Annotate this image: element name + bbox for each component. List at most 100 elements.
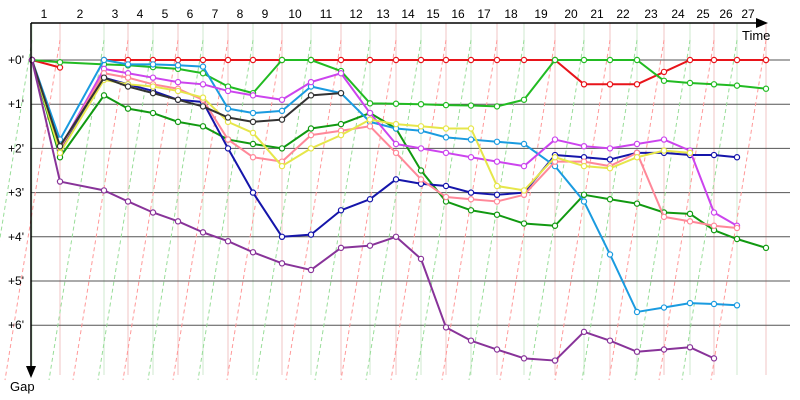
data-point bbox=[580, 81, 588, 88]
data-point bbox=[392, 140, 400, 148]
data-point bbox=[417, 123, 425, 130]
data-point bbox=[417, 167, 425, 174]
data-point bbox=[551, 154, 559, 161]
data-point bbox=[392, 149, 400, 157]
diagonal-guide-line bbox=[634, 39, 691, 381]
x-tick-label: 3 bbox=[112, 7, 119, 21]
data-point bbox=[366, 123, 374, 130]
data-point bbox=[660, 304, 668, 311]
data-point bbox=[174, 78, 182, 86]
data-point bbox=[417, 255, 425, 263]
data-point bbox=[56, 142, 64, 150]
data-point bbox=[520, 187, 528, 194]
data-point bbox=[149, 209, 157, 216]
data-point bbox=[493, 211, 501, 218]
diagonal-guide-line bbox=[314, 39, 371, 381]
diagonal-guide-line bbox=[554, 39, 611, 381]
data-point bbox=[199, 81, 207, 88]
data-point bbox=[224, 114, 232, 121]
x-tick-label: 24 bbox=[671, 7, 685, 21]
data-point bbox=[686, 210, 694, 218]
data-point bbox=[551, 136, 559, 143]
data-point bbox=[149, 83, 157, 90]
data-point bbox=[442, 125, 450, 132]
data-point bbox=[520, 220, 528, 227]
x-tick-label: 13 bbox=[376, 7, 390, 21]
data-point bbox=[224, 105, 232, 112]
x-tick-label: 12 bbox=[349, 7, 363, 21]
data-point bbox=[762, 85, 770, 92]
data-point bbox=[686, 149, 694, 157]
diagonal-guide-line bbox=[97, 39, 154, 381]
data-point bbox=[442, 134, 450, 141]
series-11 bbox=[28, 56, 718, 364]
data-point bbox=[124, 83, 132, 90]
data-point bbox=[337, 89, 345, 97]
data-point bbox=[124, 61, 132, 68]
data-point bbox=[493, 103, 501, 110]
x-tick-label: 20 bbox=[564, 7, 578, 21]
data-point bbox=[174, 56, 182, 64]
x-tick-label: 17 bbox=[477, 7, 491, 21]
diagonal-guide-line bbox=[172, 39, 229, 381]
series-2 bbox=[100, 56, 770, 88]
data-point bbox=[493, 158, 501, 165]
data-point bbox=[493, 346, 501, 353]
data-point bbox=[710, 355, 718, 362]
data-point bbox=[249, 109, 257, 117]
data-point bbox=[467, 125, 475, 132]
data-point bbox=[686, 218, 694, 225]
data-point bbox=[28, 56, 36, 64]
data-point bbox=[633, 56, 641, 64]
data-point bbox=[56, 64, 64, 71]
data-point bbox=[710, 151, 718, 159]
y-tick-label: +4' bbox=[8, 230, 24, 244]
data-point bbox=[442, 101, 450, 109]
data-point bbox=[307, 131, 315, 139]
data-point bbox=[366, 196, 374, 203]
data-point bbox=[467, 189, 475, 196]
data-point bbox=[124, 105, 132, 112]
x-axis-title: Time bbox=[742, 28, 770, 43]
data-point bbox=[660, 213, 668, 221]
x-tick-label: 9 bbox=[262, 7, 269, 21]
x-tick-label: 21 bbox=[590, 7, 604, 21]
data-point bbox=[307, 92, 315, 99]
series-line bbox=[31, 59, 767, 108]
data-point bbox=[417, 56, 425, 64]
diagonal-guide-line bbox=[681, 39, 738, 381]
data-point bbox=[633, 200, 641, 207]
y-tick-label: +2' bbox=[8, 141, 24, 155]
diagonal-guide-line bbox=[415, 39, 472, 381]
data-point bbox=[580, 162, 588, 170]
data-point bbox=[392, 176, 400, 183]
series-line bbox=[31, 59, 738, 313]
data-point bbox=[56, 149, 64, 157]
data-point bbox=[710, 56, 718, 64]
series-layer bbox=[28, 56, 770, 364]
data-point bbox=[551, 56, 559, 64]
diagonal-guide-line bbox=[340, 39, 397, 381]
data-point bbox=[366, 116, 374, 123]
data-point bbox=[710, 222, 718, 229]
data-point bbox=[733, 56, 741, 64]
diagonal-guide-line bbox=[658, 39, 715, 381]
data-point bbox=[392, 100, 400, 107]
data-point bbox=[520, 355, 528, 362]
data-point bbox=[606, 145, 614, 152]
data-point bbox=[149, 89, 157, 97]
data-point bbox=[467, 102, 475, 109]
data-point bbox=[124, 74, 132, 81]
diagonal-guide-line bbox=[72, 39, 129, 381]
data-point bbox=[224, 136, 232, 143]
data-point bbox=[174, 62, 182, 69]
diagonal-guide-line bbox=[197, 39, 254, 381]
data-point bbox=[633, 81, 641, 88]
data-point bbox=[149, 74, 157, 81]
data-point bbox=[337, 120, 345, 128]
data-point bbox=[686, 299, 694, 307]
diagonal-guide-line bbox=[0, 39, 33, 241]
diagonal-guides bbox=[0, 39, 767, 381]
data-point bbox=[392, 233, 400, 240]
data-point bbox=[493, 182, 501, 190]
